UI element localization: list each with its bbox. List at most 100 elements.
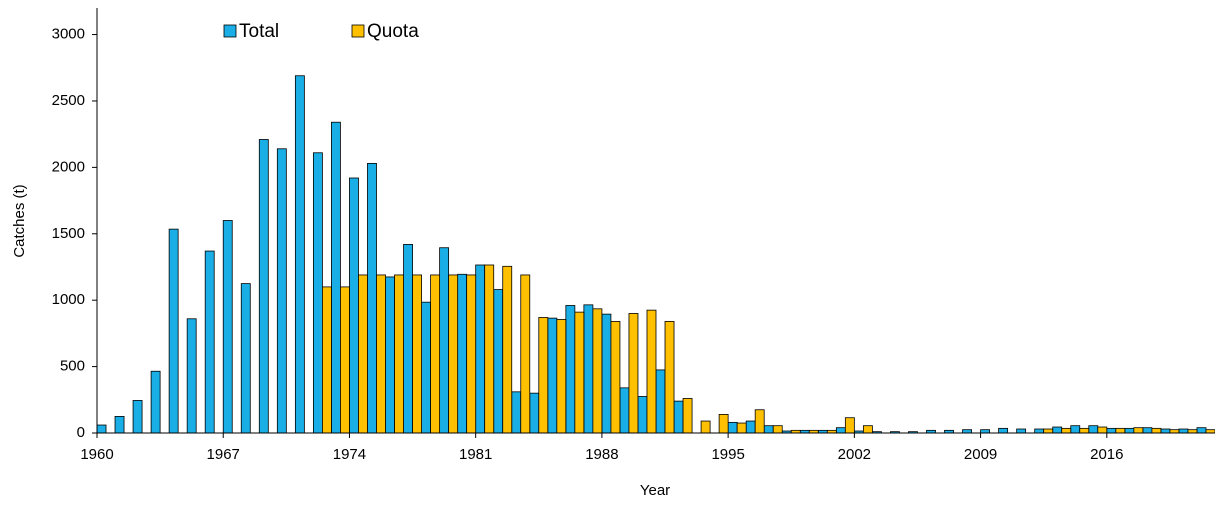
bar	[1160, 428, 1171, 434]
bar	[1061, 427, 1072, 434]
legend-label: Total	[239, 21, 279, 42]
x-tick-label: 1988	[585, 446, 618, 463]
bar	[1142, 427, 1153, 434]
bar	[511, 391, 522, 434]
bar	[1124, 427, 1135, 434]
bar	[358, 274, 368, 434]
bar	[1088, 425, 1099, 434]
bar	[412, 274, 422, 434]
x-tick-label: 1995	[711, 446, 744, 463]
bar	[1034, 428, 1045, 434]
bar	[258, 139, 269, 434]
bar	[132, 400, 143, 434]
bar	[150, 370, 161, 434]
bar	[457, 273, 468, 434]
x-axis-label: Year	[640, 482, 670, 499]
bar	[430, 274, 441, 434]
x-tick-label: 1974	[333, 446, 366, 463]
bar	[727, 421, 738, 434]
bar	[736, 422, 747, 434]
bar	[1043, 428, 1054, 434]
x-tick-label: 1981	[459, 446, 492, 463]
bar	[646, 309, 657, 434]
bar	[1052, 426, 1063, 434]
bar	[466, 274, 477, 434]
bar	[655, 369, 666, 434]
bar	[475, 264, 486, 434]
bar	[637, 396, 648, 434]
bar	[493, 289, 504, 434]
bar	[403, 244, 413, 434]
bar	[628, 313, 639, 434]
bar	[763, 425, 774, 434]
bar	[1106, 427, 1117, 434]
x-tick-label: 2016	[1090, 446, 1123, 463]
bar	[421, 301, 431, 434]
bar	[700, 420, 711, 434]
bar	[439, 247, 450, 434]
bar	[592, 308, 603, 434]
bar	[556, 319, 567, 434]
legend-label: Quota	[367, 21, 419, 42]
y-axis-label: Catches (t)	[11, 184, 28, 257]
bar	[240, 283, 251, 434]
y-tick-label: 1500	[52, 225, 85, 242]
bar	[835, 427, 846, 434]
bar	[367, 162, 377, 434]
bar	[322, 286, 332, 434]
x-tick-label: 1967	[207, 446, 240, 463]
bar	[1151, 427, 1162, 434]
bar	[294, 75, 305, 434]
bar	[772, 425, 783, 434]
bar	[844, 417, 855, 434]
bar	[96, 424, 107, 434]
bar	[312, 152, 323, 434]
bar	[619, 387, 630, 434]
bar	[222, 220, 233, 434]
bar	[583, 304, 594, 434]
bar	[998, 427, 1009, 434]
bar	[610, 321, 621, 434]
bar	[520, 274, 531, 434]
x-tick-label: 2009	[964, 446, 997, 463]
bar	[204, 250, 215, 434]
bar	[673, 400, 684, 434]
bar	[114, 415, 125, 434]
bar	[718, 414, 729, 434]
bar	[682, 398, 693, 434]
y-tick-label: 3000	[52, 26, 85, 43]
bar	[349, 177, 359, 434]
y-tick-label: 2000	[52, 158, 85, 175]
bar	[1196, 427, 1207, 434]
bar	[448, 274, 459, 434]
bar	[1097, 426, 1108, 434]
bar	[538, 317, 549, 434]
bar	[574, 311, 585, 434]
bar	[394, 274, 404, 434]
y-tick-label: 1000	[52, 291, 85, 308]
bar	[1079, 427, 1090, 434]
bar	[340, 286, 350, 434]
legend-swatch	[351, 24, 365, 38]
bar	[547, 317, 558, 434]
y-tick-label: 500	[60, 358, 85, 375]
bar	[601, 313, 612, 434]
bar	[168, 228, 179, 434]
x-tick-label: 1960	[80, 446, 113, 463]
bar	[862, 425, 873, 434]
y-tick-label: 0	[77, 424, 85, 441]
bar	[1133, 427, 1144, 434]
bar	[502, 265, 513, 434]
y-tick-label: 2500	[52, 92, 85, 109]
bar	[664, 321, 675, 434]
bar	[754, 409, 765, 434]
bar	[331, 121, 341, 434]
bar	[745, 420, 756, 434]
bar	[186, 318, 197, 434]
bar	[1178, 428, 1189, 434]
bar	[376, 274, 386, 434]
legend-swatch	[223, 24, 237, 38]
bar	[1115, 427, 1126, 434]
